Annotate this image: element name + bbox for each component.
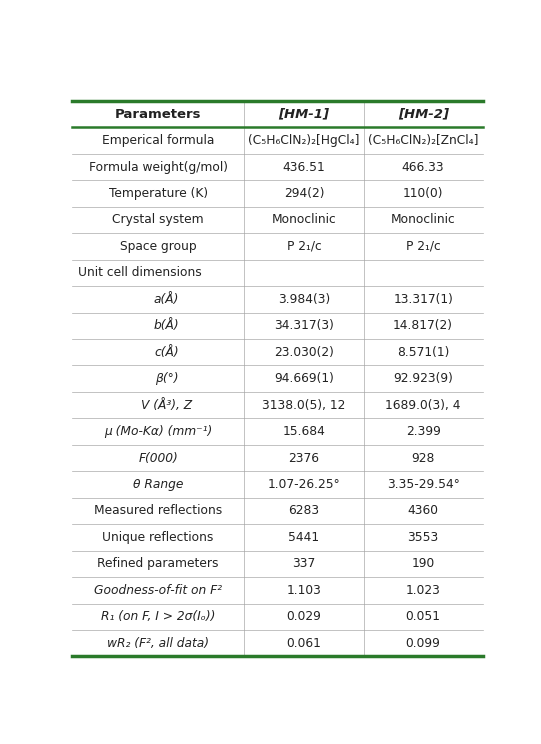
Text: F(000): F(000)	[138, 452, 178, 464]
Text: 94.669(1): 94.669(1)	[274, 372, 334, 385]
Text: 6283: 6283	[288, 504, 320, 517]
Text: V (Å³), Z: V (Å³), Z	[141, 399, 192, 411]
Text: 337: 337	[292, 557, 315, 571]
Text: Refined parameters: Refined parameters	[97, 557, 219, 571]
Text: Formula weight(g/mol): Formula weight(g/mol)	[89, 161, 228, 173]
Text: [HM-1]: [HM-1]	[279, 108, 329, 121]
Text: 2376: 2376	[288, 452, 320, 464]
Text: 3.984(3): 3.984(3)	[278, 293, 330, 306]
Text: 1.103: 1.103	[287, 584, 321, 597]
Text: Temperature (K): Temperature (K)	[109, 187, 208, 200]
Text: P 2₁/c: P 2₁/c	[406, 240, 440, 253]
Text: 34.317(3): 34.317(3)	[274, 319, 334, 333]
Text: 110(0): 110(0)	[403, 187, 444, 200]
Text: [HM-2]: [HM-2]	[398, 108, 448, 121]
Text: β(°): β(°)	[155, 372, 178, 385]
Text: 928: 928	[412, 452, 435, 464]
Text: 13.317(1): 13.317(1)	[393, 293, 453, 306]
Text: 0.051: 0.051	[406, 610, 440, 623]
Text: Unit cell dimensions: Unit cell dimensions	[78, 266, 202, 280]
Text: Goodness-of-fit on F²: Goodness-of-fit on F²	[94, 584, 222, 597]
Text: b(Å): b(Å)	[154, 319, 179, 333]
Text: 3138.0(5), 12: 3138.0(5), 12	[262, 399, 346, 411]
Text: 1689.0(3), 4: 1689.0(3), 4	[385, 399, 461, 411]
Text: 23.030(2): 23.030(2)	[274, 346, 334, 359]
Text: (C₅H₆ClN₂)₂[ZnCl₄]: (C₅H₆ClN₂)₂[ZnCl₄]	[368, 134, 478, 147]
Text: 1.07-26.25°: 1.07-26.25°	[268, 478, 340, 491]
Text: θ Range: θ Range	[133, 478, 183, 491]
Text: c(Å): c(Å)	[154, 346, 179, 359]
Text: 294(2): 294(2)	[283, 187, 324, 200]
Text: 0.099: 0.099	[406, 637, 440, 650]
Text: 0.061: 0.061	[287, 637, 321, 650]
Text: P 2₁/c: P 2₁/c	[287, 240, 321, 253]
Text: 8.571(1): 8.571(1)	[397, 346, 450, 359]
Text: Monoclinic: Monoclinic	[272, 214, 337, 226]
Text: Space group: Space group	[120, 240, 196, 253]
Text: wR₂ (F², all data): wR₂ (F², all data)	[107, 637, 209, 650]
Text: 5441: 5441	[288, 531, 320, 544]
Text: 3.35-29.54°: 3.35-29.54°	[387, 478, 459, 491]
Text: 0.029: 0.029	[287, 610, 321, 623]
Text: (C₅H₆ClN₂)₂[HgCl₄]: (C₅H₆ClN₂)₂[HgCl₄]	[248, 134, 360, 147]
Text: 466.33: 466.33	[402, 161, 445, 173]
Text: 14.817(2): 14.817(2)	[393, 319, 453, 333]
Text: 3553: 3553	[407, 531, 439, 544]
Text: Parameters: Parameters	[115, 108, 201, 121]
Text: 2.399: 2.399	[406, 425, 440, 438]
Text: Emperical formula: Emperical formula	[102, 134, 214, 147]
Text: 1.023: 1.023	[406, 584, 440, 597]
Text: 92.923(9): 92.923(9)	[393, 372, 453, 385]
Text: Unique reflections: Unique reflections	[102, 531, 214, 544]
Text: 436.51: 436.51	[282, 161, 325, 173]
Text: 190: 190	[412, 557, 435, 571]
Text: Measured reflections: Measured reflections	[94, 504, 222, 517]
Text: 4360: 4360	[407, 504, 439, 517]
Text: Monoclinic: Monoclinic	[391, 214, 456, 226]
Text: R₁ (on F, I > 2σ(Iₒ)): R₁ (on F, I > 2σ(Iₒ))	[101, 610, 215, 623]
Text: Crystal system: Crystal system	[113, 214, 204, 226]
Text: μ (Mo-Kα) (mm⁻¹): μ (Mo-Kα) (mm⁻¹)	[104, 425, 212, 438]
Text: a(Å): a(Å)	[154, 293, 179, 306]
Text: 15.684: 15.684	[282, 425, 325, 438]
